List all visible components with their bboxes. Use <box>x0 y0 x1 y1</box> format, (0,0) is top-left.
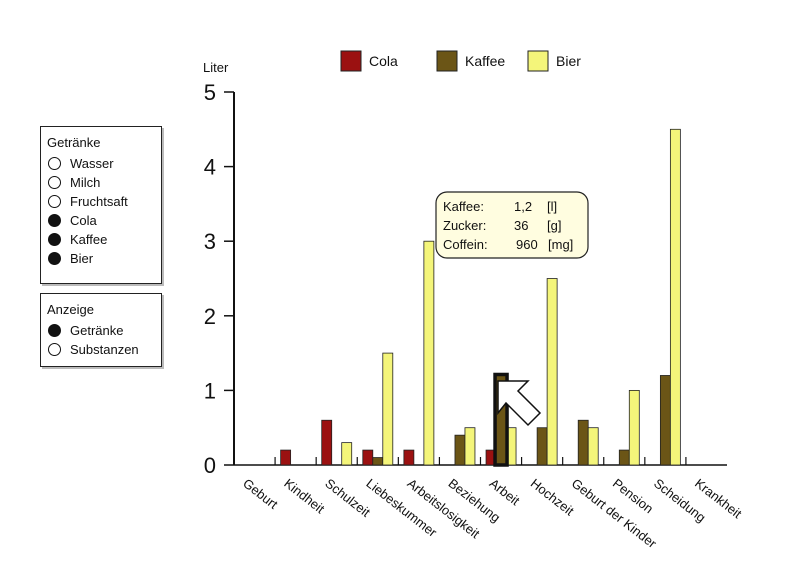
y-tick-label: 1 <box>204 378 216 403</box>
tooltip-zucker-value: 36 <box>514 218 528 233</box>
x-tick-label: Hochzeit <box>528 476 577 519</box>
chart-legend: Cola Kaffee Bier <box>340 50 581 72</box>
legend-swatch-bier <box>527 50 549 72</box>
tooltip-kaffee-value: 1,2 <box>514 199 532 214</box>
option-getraenke[interactable]: Getränke <box>48 321 161 340</box>
y-tick-label: 4 <box>204 155 216 180</box>
legend-label-cola: Cola <box>369 53 398 69</box>
bar-bier-5[interactable] <box>464 427 476 466</box>
highlight-layer <box>493 372 509 467</box>
radio-icon <box>48 343 61 356</box>
option-milch[interactable]: Milch <box>48 173 161 192</box>
bar-cola-4[interactable] <box>403 449 415 466</box>
option-fruchtsaft[interactable]: Fruchtsaft <box>48 192 161 211</box>
bar-kaffee-9[interactable] <box>618 449 630 466</box>
option-cola[interactable]: Cola <box>48 211 161 230</box>
option-label: Kaffee <box>70 232 108 247</box>
option-label: Milch <box>70 175 101 190</box>
radio-icon <box>48 157 61 170</box>
option-substanzen[interactable]: Substanzen <box>48 340 161 359</box>
x-tick-label: Kindheit <box>281 476 328 517</box>
bar-bier-9[interactable] <box>628 389 640 466</box>
x-tick-label: Geburt <box>240 476 281 513</box>
bar-kaffee-8[interactable] <box>577 419 589 466</box>
legend-label-bier: Bier <box>556 53 581 69</box>
tooltip-coffein-name: Coffein: <box>443 237 488 252</box>
chart-axes: 0 1 2 3 4 5 <box>204 80 727 478</box>
bar-bier-3[interactable] <box>382 352 394 466</box>
option-kaffee[interactable]: Kaffee <box>48 230 161 249</box>
y-axis-label: Liter <box>203 60 229 75</box>
drinks-panel-title: Getränke <box>47 135 101 150</box>
selected-bar-outline <box>493 372 509 467</box>
bar-cola-1[interactable] <box>280 449 292 466</box>
x-tick-label: Schulzeit <box>322 476 373 521</box>
option-label: Wasser <box>70 156 114 171</box>
bar-cola-2[interactable] <box>321 419 333 466</box>
display-panel-title: Anzeige <box>47 302 94 317</box>
bar-bier-8[interactable] <box>587 427 599 466</box>
option-label: Fruchtsaft <box>70 194 128 209</box>
tooltip-kaffee-unit: [l] <box>547 199 557 214</box>
bar-bier-4[interactable] <box>423 240 435 466</box>
radio-icon <box>48 233 61 246</box>
x-tick-label: Liebeskummer <box>363 476 440 541</box>
option-label: Getränke <box>70 323 124 338</box>
option-wasser[interactable]: Wasser <box>48 154 161 173</box>
x-axis-labels: Geburt KindheitSchulzeitLiebeskummerArbei… <box>240 476 745 552</box>
bar-kaffee-7[interactable] <box>536 427 548 466</box>
bar-kaffee-10[interactable] <box>659 375 671 466</box>
tooltip-box <box>435 191 589 259</box>
bar-bier-10[interactable] <box>669 128 681 466</box>
y-tick-label: 2 <box>204 304 216 329</box>
radio-icon <box>48 176 61 189</box>
bar-kaffee-3[interactable] <box>372 457 384 466</box>
legend-swatch-cola <box>340 50 362 72</box>
y-tick-label: 3 <box>204 229 216 254</box>
option-label: Cola <box>70 213 97 228</box>
y-tick-label: 5 <box>204 80 216 105</box>
value-tooltip: Kaffee: 1,2 [l] Zucker: 36 [g] Coffein: … <box>435 191 589 259</box>
tooltip-zucker-name: Zucker: <box>443 218 486 233</box>
tooltip-kaffee-name: Kaffee: <box>443 199 484 214</box>
radio-icon <box>48 195 61 208</box>
option-label: Substanzen <box>70 342 139 357</box>
option-bier[interactable]: Bier <box>48 249 161 268</box>
bar-kaffee-5[interactable] <box>454 434 466 466</box>
legend-label-kaffee: Kaffee <box>465 53 505 69</box>
mouse-pointer-icon <box>497 380 542 427</box>
tooltip-coffein-unit: [mg] <box>548 237 573 252</box>
radio-icon <box>48 324 61 337</box>
radio-icon <box>48 252 61 265</box>
bar-bier-7[interactable] <box>546 278 558 466</box>
bar-bier-2[interactable] <box>341 442 353 466</box>
legend-swatch-kaffee <box>436 50 458 72</box>
tooltip-zucker-unit: [g] <box>547 218 561 233</box>
chart-bars <box>280 128 681 466</box>
option-label: Bier <box>70 251 94 266</box>
drinks-filter-panel: Getränke Wasser Milch Fruchtsaft Cola Ka… <box>40 126 162 284</box>
display-mode-panel: Anzeige Getränke Substanzen <box>40 293 162 367</box>
y-tick-label: 0 <box>204 453 216 478</box>
tooltip-coffein-value: 960 <box>516 237 538 252</box>
bar-cola-3[interactable] <box>362 449 374 466</box>
radio-icon <box>48 214 61 227</box>
